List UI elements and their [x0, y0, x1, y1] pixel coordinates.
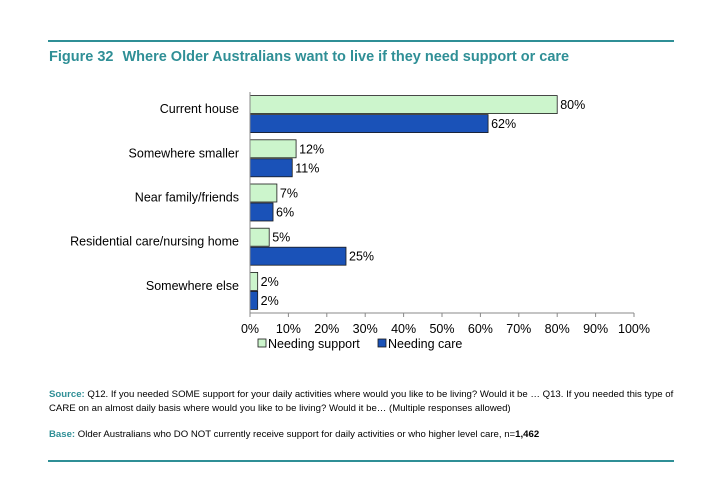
x-tick-label: 70%: [506, 322, 531, 336]
x-tick-label: 30%: [353, 322, 378, 336]
bar: [249, 246, 347, 266]
category-label: Current house: [160, 102, 239, 116]
source-note: Source: Q12. If you needed SOME support …: [49, 388, 689, 416]
figure-title: Figure 32 Where Older Australians want to…: [49, 49, 569, 65]
x-tick-label: 0%: [241, 322, 259, 336]
data-label: 7%: [280, 187, 298, 201]
legend-swatch: [377, 338, 387, 348]
x-tick-label: 10%: [276, 322, 301, 336]
category-label: Somewhere else: [146, 279, 239, 293]
x-tick-label: 90%: [583, 322, 608, 336]
x-tick-label: 40%: [391, 322, 416, 336]
x-tick-label: 80%: [545, 322, 570, 336]
x-tick-label: 20%: [314, 322, 339, 336]
bottom-rule: [48, 460, 674, 462]
source-label: Source:: [49, 389, 85, 400]
category-label: Residential care/nursing home: [70, 235, 239, 249]
x-tick-label: 50%: [429, 322, 454, 336]
bar: [249, 202, 274, 222]
x-tick-label: 60%: [468, 322, 493, 336]
data-label: 2%: [261, 275, 279, 289]
bar: [249, 227, 270, 247]
data-label: 25%: [349, 250, 374, 264]
x-tick-label: 100%: [618, 322, 650, 336]
base-n: 1,462: [515, 429, 540, 440]
top-rule: [48, 40, 674, 42]
bar: [249, 114, 489, 133]
legend-swatch: [257, 338, 267, 348]
figure-title-text: Where Older Australians want to live if …: [122, 49, 570, 65]
data-label: 62%: [491, 117, 516, 131]
legend-label: Needing support: [268, 337, 360, 351]
bar-chart: Current house 80% 62% Somewhere smaller 12% 1…: [70, 92, 650, 351]
bar: [249, 95, 558, 114]
data-label: 5%: [272, 231, 290, 245]
base-label: Base:: [49, 429, 76, 440]
data-label: 80%: [560, 98, 585, 112]
legend-label: Needing care: [388, 337, 462, 351]
bar: [249, 183, 278, 203]
figure-number: Figure 32: [49, 49, 114, 65]
data-label: 11%: [295, 161, 319, 175]
category-label: Near family/friends: [135, 191, 239, 205]
bar: [249, 271, 259, 291]
bar: [249, 139, 297, 159]
base-text: Older Australians who DO NOT currently r…: [75, 429, 516, 440]
data-label: 6%: [276, 206, 294, 220]
bar: [249, 290, 259, 310]
base-note: Base: Older Australians who DO NOT curre…: [49, 428, 689, 442]
data-label: 2%: [261, 294, 279, 308]
bar: [249, 158, 293, 178]
data-label: 12%: [299, 142, 324, 156]
category-label: Somewhere smaller: [129, 146, 239, 160]
source-text: Q12. If you needed SOME support for your…: [49, 389, 674, 414]
